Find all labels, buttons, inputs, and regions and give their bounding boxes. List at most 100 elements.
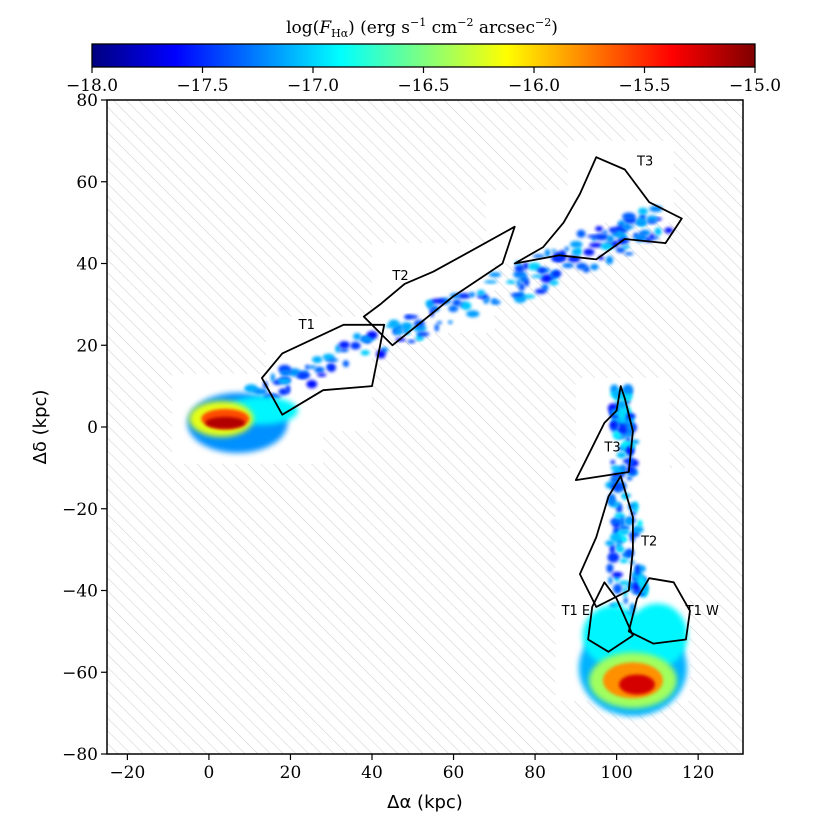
tail-clump: [448, 320, 453, 324]
colorbar: [91, 43, 756, 68]
tail-clump: [366, 330, 378, 339]
tail-clump: [405, 314, 419, 319]
region-label: T1 W: [685, 604, 719, 619]
tail-clump: [532, 254, 545, 259]
tail-clump: [619, 580, 630, 586]
region-label: T1 E: [561, 604, 591, 619]
tail-clump: [613, 583, 623, 594]
y-tick-label: −20: [62, 500, 98, 520]
tail-clump: [317, 373, 327, 377]
tail-clump: [618, 401, 627, 409]
tail-clump: [602, 230, 608, 235]
tail-clump: [287, 368, 301, 377]
region-outline: [513, 156, 683, 265]
tail-clump: [304, 364, 310, 370]
tail-clump: [616, 451, 627, 459]
colorbar-tick-label: −16.0: [508, 76, 560, 96]
tail-clump: [622, 212, 636, 221]
colorbar-tick-label: −16.5: [397, 76, 449, 96]
y-tick-label: −80: [62, 745, 98, 765]
tail-clump: [407, 339, 416, 344]
tail-clump: [624, 252, 634, 256]
tail-clump: [476, 289, 486, 297]
tail-clump: [611, 571, 624, 578]
tail-clump: [468, 291, 476, 298]
tail-clump: [664, 227, 674, 234]
tail-clump: [638, 207, 649, 215]
tail-clump: [335, 344, 341, 353]
tail-clump: [339, 348, 349, 353]
tail-clump: [312, 356, 323, 364]
tail-clump: [488, 272, 502, 278]
tail-clump: [434, 323, 439, 332]
tail-clump: [350, 341, 361, 350]
tail-clump: [646, 220, 657, 224]
tail-clump: [576, 229, 586, 238]
tail-clump: [619, 558, 629, 564]
tail-clump: [623, 432, 634, 437]
tail-clump: [594, 233, 609, 241]
tail-clump: [416, 331, 430, 337]
region-label: T1: [298, 318, 315, 333]
tail-clump: [637, 575, 646, 588]
region-outline: [579, 475, 634, 608]
tail-clump: [308, 365, 317, 369]
tail-clump: [514, 264, 525, 273]
tail-clump: [619, 516, 626, 528]
tail-clump: [619, 528, 630, 536]
region-label: T3: [603, 441, 620, 456]
tail-clump: [461, 301, 472, 311]
tail-clump: [437, 320, 442, 325]
halpha-map: [172, 140, 690, 717]
head-peak: [619, 674, 655, 695]
tail-clump: [506, 280, 516, 284]
tail-clump: [534, 288, 547, 294]
tail-clump: [513, 270, 527, 279]
tail-clump: [427, 301, 432, 310]
x-tick-label: 120: [682, 763, 714, 783]
tail-clump: [484, 297, 491, 301]
tail-clump: [253, 388, 268, 395]
tail-clump: [388, 319, 400, 328]
footprint-patch: [372, 243, 495, 333]
tail-clump: [582, 265, 590, 273]
x-tick-label: 80: [524, 763, 546, 783]
x-tick-label: 100: [600, 763, 632, 783]
tail-clump: [609, 543, 616, 554]
tail-clump: [612, 430, 622, 440]
tail-clump: [569, 240, 583, 248]
colorbar-tick-label: −15.5: [618, 76, 670, 96]
tail-clump: [624, 516, 634, 526]
tail-clump: [590, 263, 599, 271]
region-outline: [587, 581, 634, 653]
tail-clump: [621, 245, 630, 249]
tail-clump: [609, 532, 622, 543]
head-halo: [627, 603, 688, 668]
tail-clump: [623, 597, 628, 605]
head-halo: [582, 605, 643, 666]
region-outline: [362, 225, 516, 347]
tail-clump: [626, 476, 633, 481]
tail-clump: [652, 236, 659, 240]
tail-clump: [329, 358, 339, 362]
x-tick-label: 20: [280, 763, 302, 783]
region-outline: [627, 577, 691, 645]
tail-clump: [523, 278, 530, 287]
tail-clump: [564, 246, 569, 252]
y-tick-label: 20: [76, 336, 98, 356]
tail-clump: [618, 424, 627, 433]
region-label: T2: [640, 535, 657, 550]
tail-clump: [544, 249, 551, 258]
tail-clump: [306, 380, 318, 389]
tail-clump: [610, 460, 616, 465]
tail-clump: [549, 279, 559, 286]
tail-clump: [518, 283, 525, 292]
tail-clump: [538, 267, 546, 274]
tail-clump: [342, 360, 350, 368]
tail-clump: [314, 366, 325, 374]
tail-clump: [610, 518, 623, 526]
tail-clump: [610, 384, 619, 394]
tail-clump: [338, 341, 350, 349]
region-outlines: T1 T2 T3 T3 T2 T1 E T1 W: [260, 154, 719, 653]
tail-clump: [270, 373, 275, 382]
